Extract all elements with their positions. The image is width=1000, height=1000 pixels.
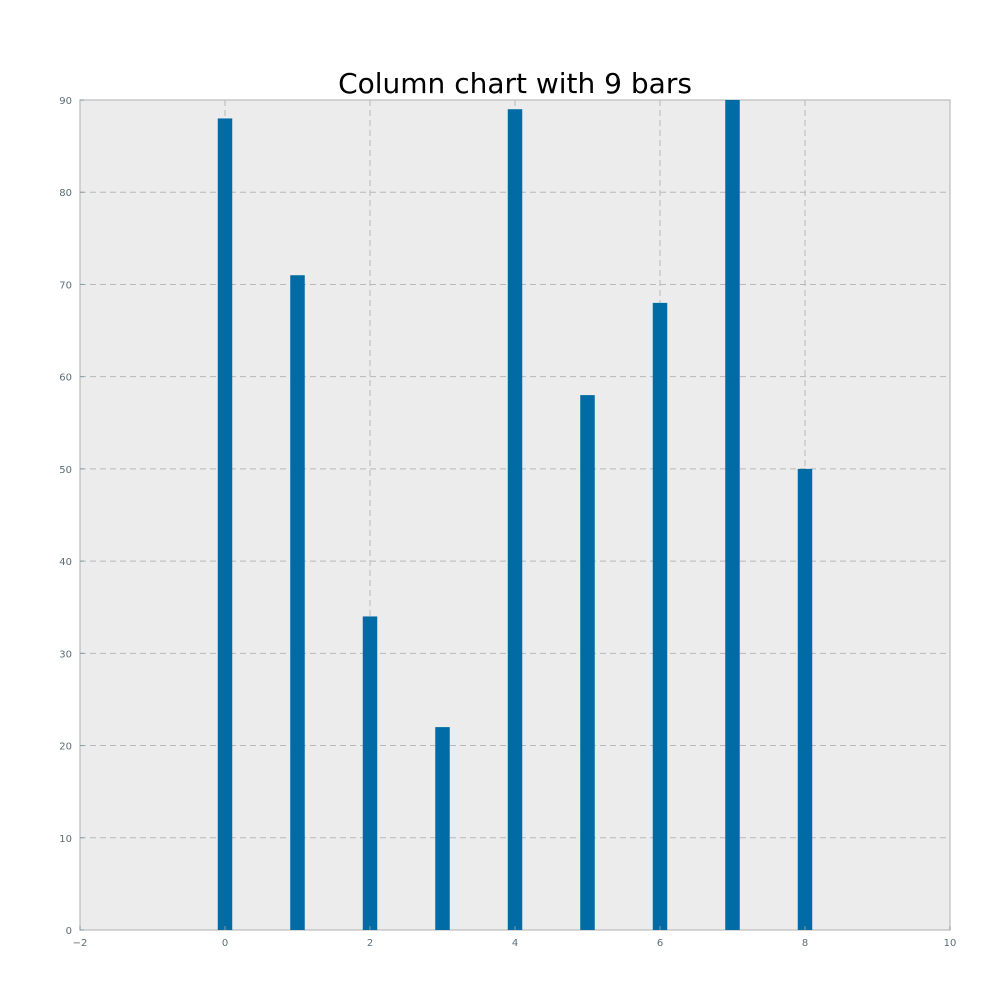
bar-5 <box>580 395 595 931</box>
y-axis-ticks: 0 10 20 30 40 50 60 70 80 90 <box>59 96 84 937</box>
x-tick-label: −2 <box>73 938 88 949</box>
y-tick-label: 50 <box>59 465 72 476</box>
x-tick-label: 8 <box>802 938 808 949</box>
bar-4 <box>507 109 523 930</box>
bar-7 <box>725 100 740 930</box>
x-tick-label: 0 <box>222 938 228 949</box>
chart-title: Column chart with 9 bars <box>338 67 692 100</box>
bar-8 <box>797 468 813 930</box>
bars <box>217 100 813 931</box>
x-axis-ticks: −2 0 2 4 6 8 10 <box>73 926 957 949</box>
bar-1 <box>290 275 305 930</box>
x-tick-label: 4 <box>512 938 518 949</box>
y-tick-label: 10 <box>59 834 72 845</box>
bar-2 <box>362 616 378 930</box>
x-tick-label: 10 <box>944 938 957 949</box>
bar-0 <box>217 118 233 930</box>
y-tick-label: 20 <box>59 742 72 753</box>
y-tick-label: 40 <box>59 557 72 568</box>
bar-3 <box>435 727 450 930</box>
x-tick-label: 6 <box>657 938 663 949</box>
y-tick-label: 60 <box>59 373 72 384</box>
y-tick-label: 30 <box>59 649 72 660</box>
y-tick-label: 70 <box>59 280 72 291</box>
y-tick-label: 80 <box>59 188 72 199</box>
x-tick-label: 2 <box>367 938 373 949</box>
y-tick-label: 90 <box>59 96 72 107</box>
y-tick-label: 0 <box>66 926 72 937</box>
bar-6 <box>652 302 668 930</box>
